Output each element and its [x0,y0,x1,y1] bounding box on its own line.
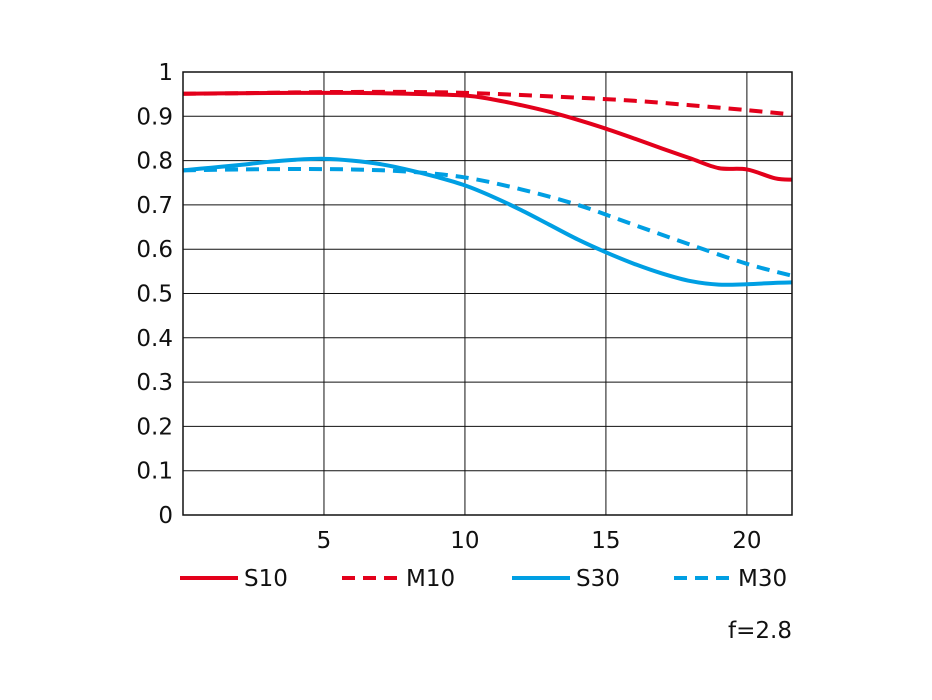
legend-label: S10 [244,566,288,592]
y-tick-label: 0.8 [136,149,173,175]
y-tick-label: 0.6 [136,237,173,263]
y-tick-label: 1 [158,60,173,86]
x-tick-label: 20 [732,528,761,554]
y-tick-label: 0.3 [136,370,173,396]
y-tick-label: 0.9 [136,104,173,130]
series-line-m10 [182,89,793,117]
series-layer [182,89,793,287]
x-tick-label: 5 [317,528,332,554]
legend-item-m10: M10 [342,566,455,592]
y-tick-label: 0.2 [136,414,173,440]
y-tick-label: 0.5 [136,282,173,308]
x-tick-labels: 5 10 15 20 [317,528,762,554]
legend-item-s30: S30 [512,566,620,592]
y-tick-label: 0.7 [136,193,173,219]
plot-frame [182,71,793,516]
legend-label: S30 [576,566,620,592]
legend-item-m30: M30 [674,566,787,592]
aperture-annotation: f=2.8 [728,618,792,644]
x-tick-label: 15 [591,528,620,554]
y-tick-label: 0 [158,503,173,529]
frame-layer [182,71,793,516]
series-line-m30 [182,167,793,278]
legend-label: M10 [406,566,455,592]
y-tick-label: 0.4 [136,326,173,352]
y-tick-label: 0.1 [136,459,173,485]
legend-item-s10: S10 [180,566,288,592]
grid-layer [183,71,792,516]
y-tick-labels: 0 0.1 0.2 0.3 0.4 0.5 0.6 0.7 0.8 0.9 1 [136,60,173,529]
series-line-s30 [182,156,793,287]
x-tick-label: 10 [450,528,479,554]
legend: S10 M10 S30 M30 [180,566,787,592]
legend-label: M30 [738,566,787,592]
series-line-s10 [182,90,793,182]
